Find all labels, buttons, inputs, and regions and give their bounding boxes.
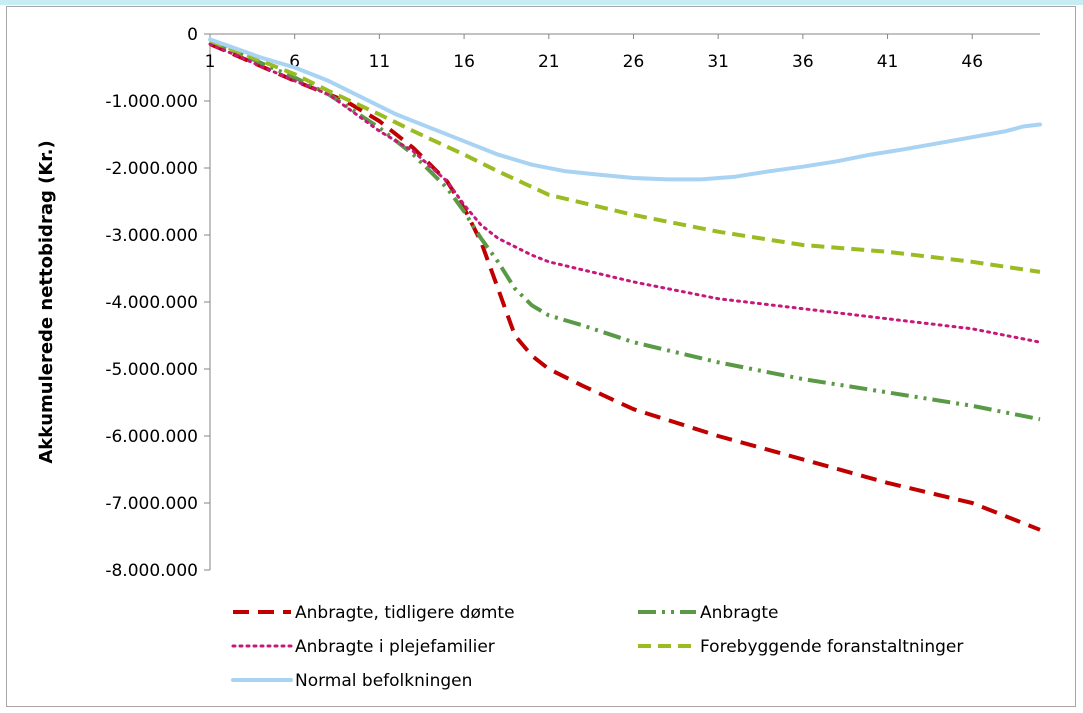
y-tick-label: -8.000.000 [105,561,198,581]
series-line-2 [209,38,1041,422]
x-tick-label: 11 [369,52,391,72]
y-tick-label: -6.000.000 [105,427,198,447]
x-axis-ticks: 1 6 11 16 21 26 31 36 41 46 [205,34,983,72]
legend-item-4: Forebyggende foranstaltninger [638,637,963,657]
legend-item-2: Anbragte [638,603,779,623]
legend-label: Normal befolkningen [295,671,472,691]
x-tick-label: 41 [877,52,899,72]
x-tick-label: 46 [961,52,983,72]
y-tick-label: -3.000.000 [105,226,198,246]
legend-label: Forebyggende foranstaltninger [700,637,963,657]
legend-item-3: Anbragte i plejefamilier [231,637,495,657]
series-line-3 [208,42,1042,344]
header-strip [0,0,1083,5]
y-tick-label: -4.000.000 [105,293,198,313]
y-tick-label: -7.000.000 [105,494,198,514]
legend-label: Anbragte [700,603,779,623]
series-line-1 [209,42,1041,532]
x-tick-label: 16 [453,52,475,72]
x-tick-label: 1 [205,52,216,72]
x-tick-label: 21 [538,52,560,72]
y-tick-label: 0 [187,25,198,45]
x-tick-label: 6 [289,52,300,72]
series-lines [208,37,1042,532]
x-tick-label: 26 [623,52,645,72]
x-tick-label: 31 [707,52,729,72]
y-tick-label: -2.000.000 [105,159,198,179]
y-tick-label: -5.000.000 [105,360,198,380]
legend-item-1: Anbragte, tidligere dømte [233,603,515,623]
series-line-5 [208,37,1042,182]
series-line-4 [209,38,1041,274]
y-axis-ticks: 0 -1.000.000 -2.000.000 -3.000.000 -4.000.00… [105,25,210,581]
legend: Anbragte, tidligere dømte Anbragte Anbragt… [231,603,963,691]
legend-label: Anbragte i plejefamilier [295,637,495,657]
legend-item-5: Normal befolkningen [231,671,472,691]
legend-label: Anbragte, tidligere dømte [295,603,515,623]
y-tick-label: -1.000.000 [105,92,198,112]
x-tick-label: 36 [792,52,814,72]
y-axis-label: Akkumulerede nettobidrag (Kr.) [36,140,57,463]
chart-border [6,6,1076,707]
